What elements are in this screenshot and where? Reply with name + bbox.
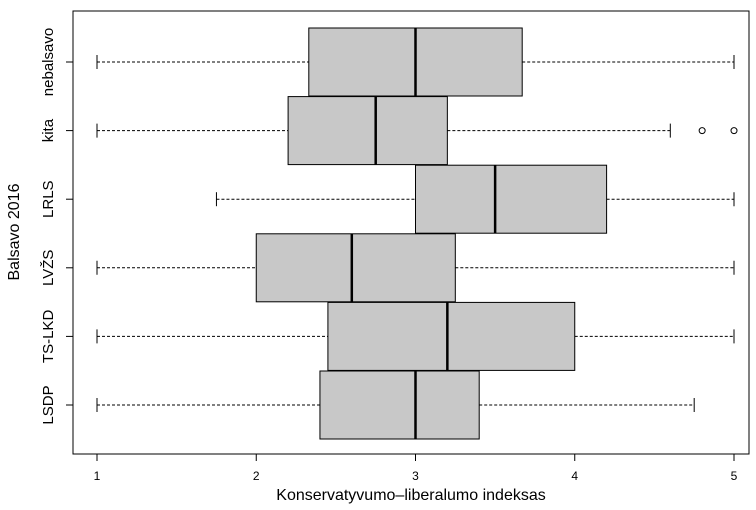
iqr-box [415,164,608,234]
x-tick-label: 2 [253,469,260,483]
outlier-point [730,127,738,135]
category-label: kita [40,118,57,142]
x-tick-label: 5 [731,469,738,483]
boxes-layer [96,27,738,440]
iqr-box [327,301,576,371]
box-group-2 [96,301,735,371]
box-group-1 [96,370,695,440]
category-label: LSDP [40,385,57,424]
category-label: nebalsavo [40,28,57,96]
category-label: LRLS [40,180,57,218]
box-group-3 [96,233,735,303]
outlier-point [698,127,706,135]
x-axis-title: Konservatyvumo–liberalumo indeksas [276,487,545,504]
x-tick-label: 1 [94,469,101,483]
iqr-box [255,233,456,303]
category-label: TS-LKD [40,310,57,364]
plot-frame [72,10,750,455]
iqr-box [319,370,480,440]
x-tick-label: 3 [412,469,419,483]
y-axis-title: Balsavo 2016 [6,183,23,280]
x-axis: 1 2 3 4 5 [94,454,738,483]
box-group-5 [96,96,738,166]
box-group-6 [96,27,735,97]
box-group-4 [215,164,735,234]
x-tick-label: 4 [571,469,578,483]
category-label: LVŽS [40,250,57,286]
category-labels: LSDP TS-LKD LVŽS LRLS kita nebalsavo [40,28,73,425]
iqr-box [287,96,448,166]
